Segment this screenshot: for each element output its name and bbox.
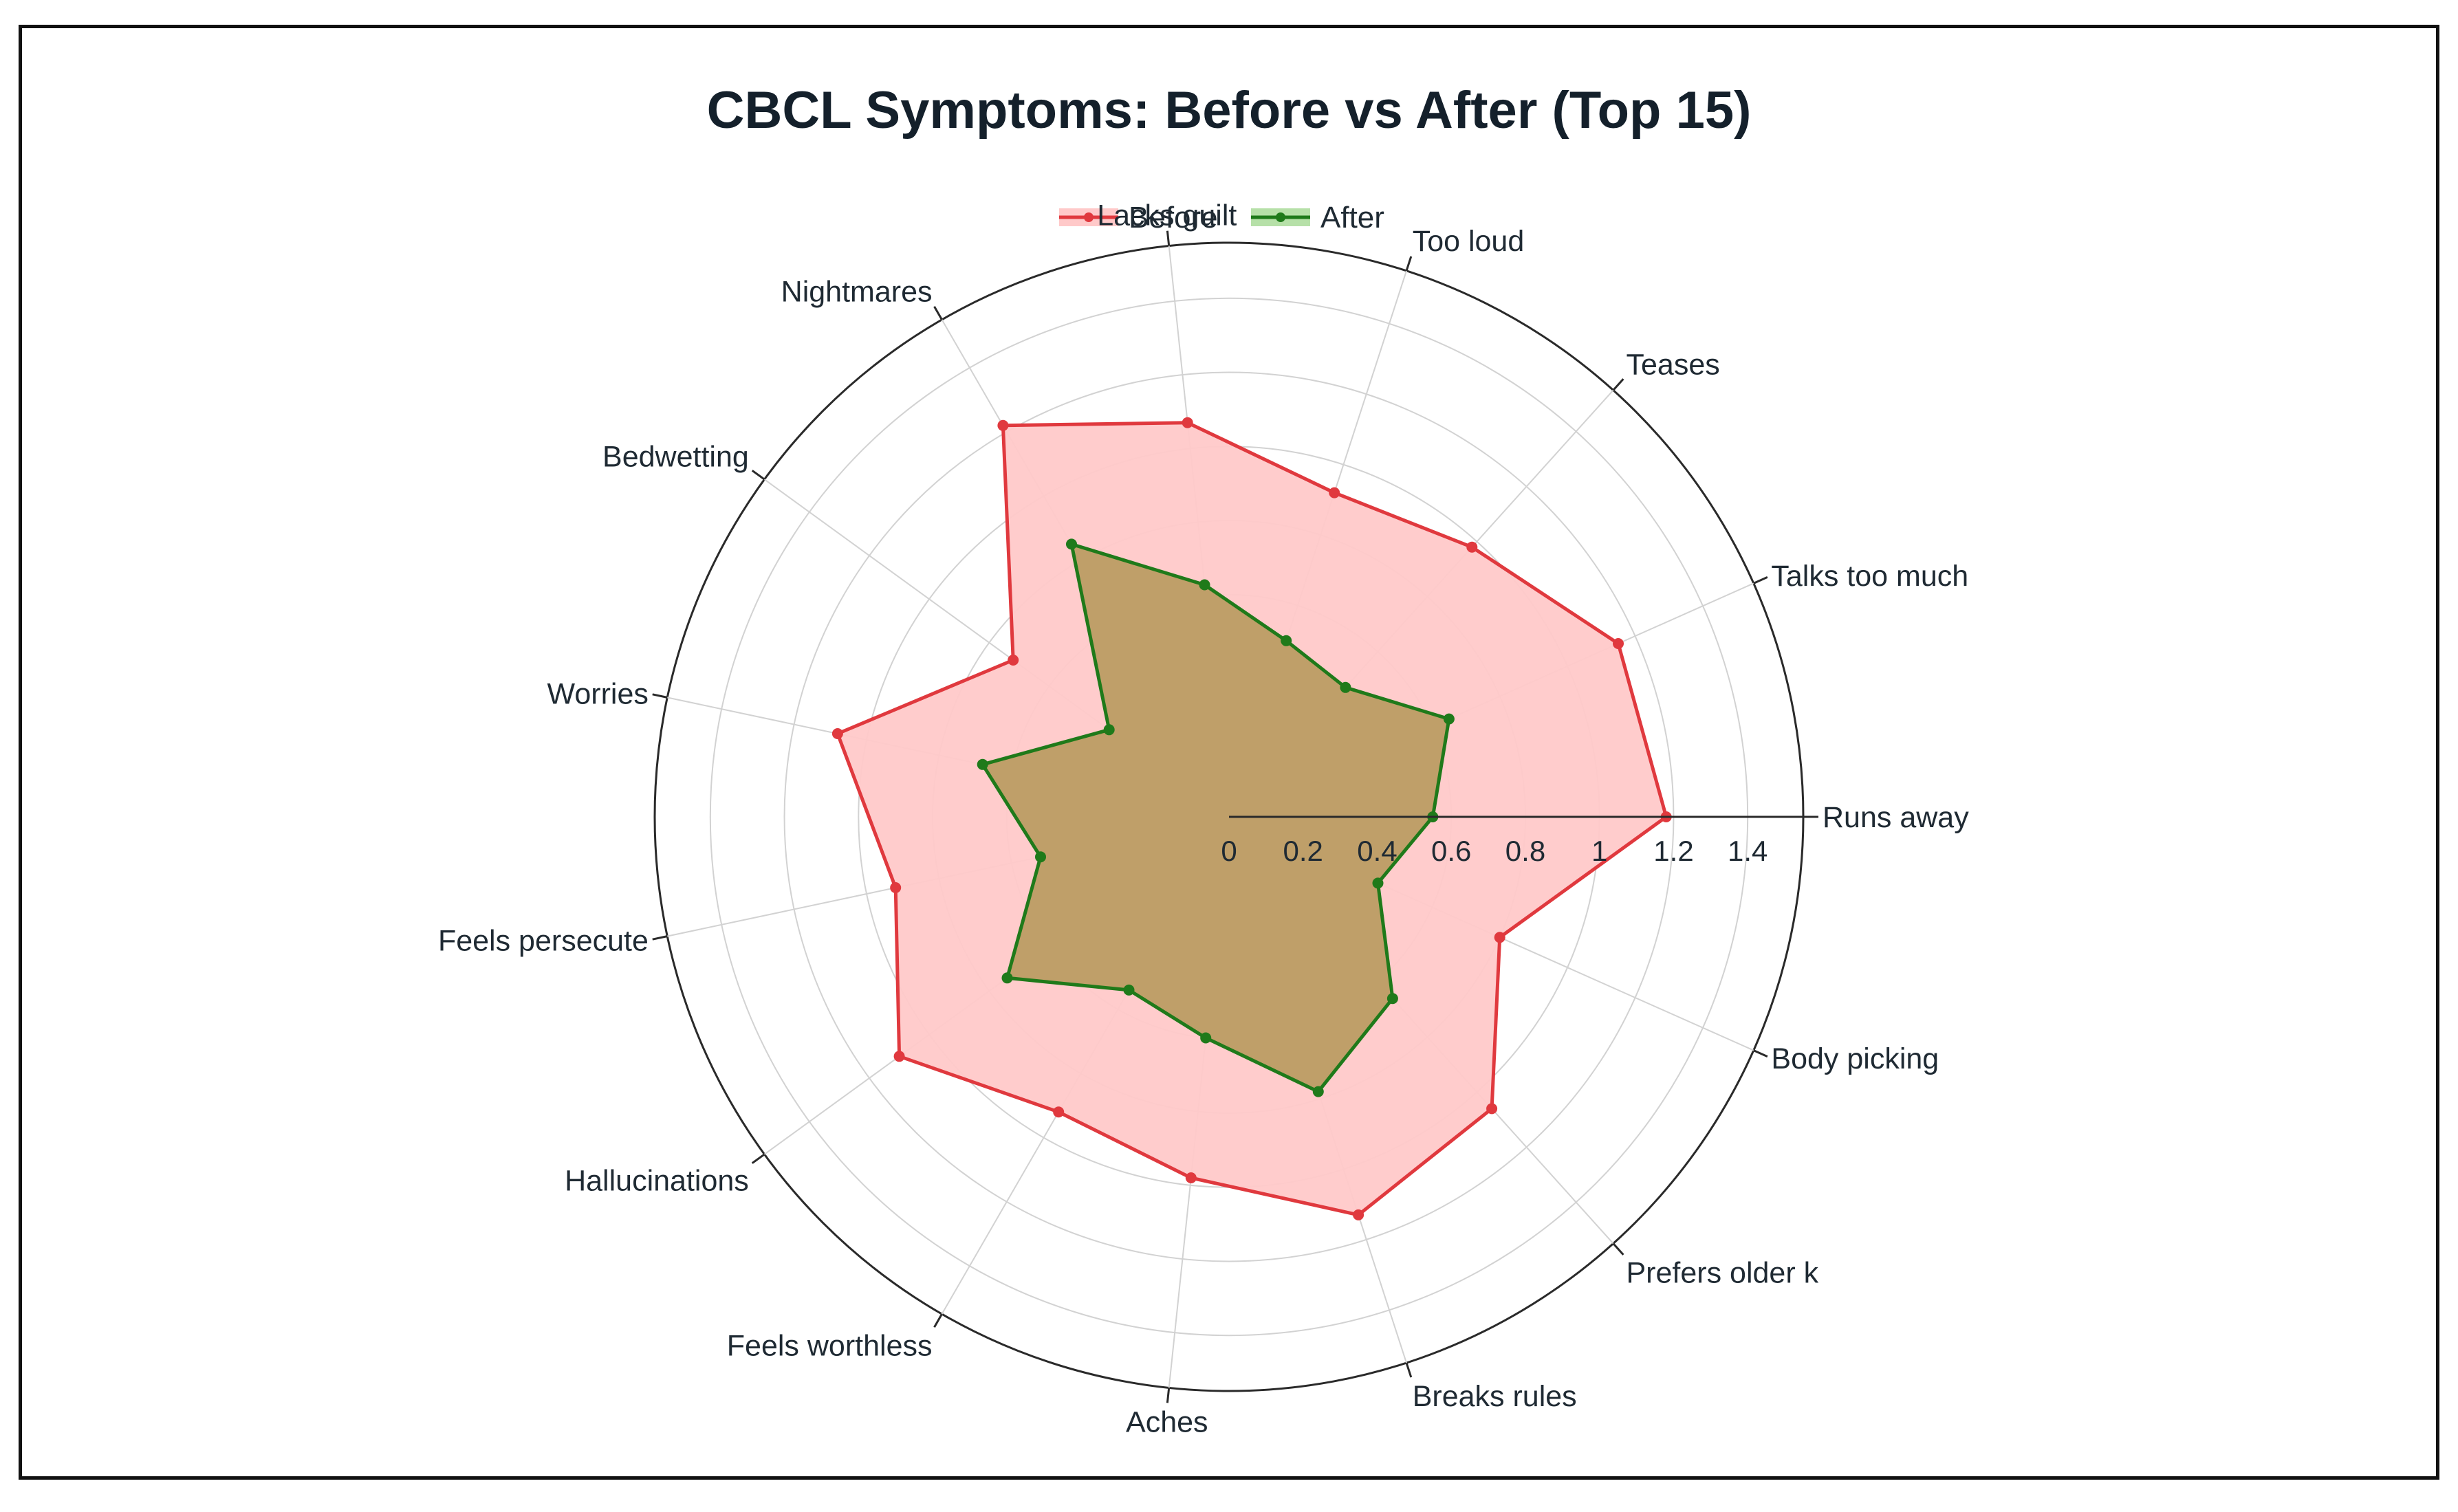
angular-tick-11: [1166, 1388, 1171, 1403]
category-label-9: Hallucinations: [565, 1164, 749, 1197]
angular-tick-2: [1612, 378, 1624, 391]
point-before-9[interactable]: [893, 1051, 905, 1062]
point-before-2[interactable]: [1466, 541, 1478, 553]
chart-frame: CBCL Symptoms: Before vs After (Top 15) …: [19, 25, 2439, 1480]
legend-after[interactable]: After: [1251, 201, 1384, 234]
category-label-1: Talks too much: [1771, 560, 1968, 593]
point-after-4[interactable]: [1199, 579, 1210, 591]
point-after-3[interactable]: [1281, 635, 1292, 646]
point-after-2[interactable]: [1340, 681, 1351, 693]
r-tick-label-7: 1.4: [1728, 835, 1768, 867]
point-after-13[interactable]: [1386, 993, 1398, 1005]
point-before-10[interactable]: [1053, 1106, 1065, 1118]
legend[interactable]: Before After: [1059, 201, 1384, 234]
category-label-10: Feels worthless: [727, 1329, 933, 1362]
point-before-4[interactable]: [1182, 417, 1193, 428]
angular-tick-6: [751, 470, 765, 481]
point-after-1[interactable]: [1443, 713, 1455, 725]
point-before-8[interactable]: [890, 882, 902, 893]
angular-tick-8: [652, 935, 668, 941]
point-before-14[interactable]: [1494, 932, 1505, 943]
r-tick-label-0: 0: [1221, 835, 1237, 867]
point-before-1[interactable]: [1613, 638, 1624, 649]
radial-axis: 0 0.2 0.4 0.6 0.8 1 1.2 1.4: [1221, 815, 1803, 867]
category-label-7: Worries: [547, 678, 649, 711]
angular-tick-14: [1753, 1049, 1768, 1058]
point-after-5[interactable]: [1066, 538, 1077, 550]
point-before-3[interactable]: [1329, 487, 1340, 498]
angular-tick-13: [1612, 1242, 1624, 1256]
point-before-6[interactable]: [1008, 655, 1019, 666]
point-after-8[interactable]: [1035, 851, 1046, 863]
point-before-12[interactable]: [1353, 1209, 1364, 1220]
point-after-11[interactable]: [1200, 1032, 1212, 1044]
point-after-12[interactable]: [1312, 1086, 1324, 1097]
legend-before-label: Before: [1129, 201, 1218, 234]
angular-labels: Runs away Talks too much Teases Too loud Lac…: [438, 199, 1969, 1439]
point-after-6[interactable]: [1103, 724, 1115, 736]
category-label-11: Aches: [1126, 1405, 1208, 1438]
angular-tick-4: [1166, 230, 1171, 246]
angular-tick-7: [652, 693, 668, 699]
r-tick-label-2: 0.4: [1357, 835, 1397, 867]
category-label-0: Runs away: [1823, 801, 1969, 834]
legend-before-marker: [1084, 212, 1094, 222]
point-before-13[interactable]: [1486, 1103, 1498, 1115]
category-label-4: Lacks guilt: [1097, 199, 1237, 232]
point-after-9[interactable]: [1001, 972, 1013, 984]
angular-tick-12: [1405, 1362, 1413, 1378]
radar-chart: CBCL Symptoms: Before vs After (Top 15) …: [438, 81, 1969, 1439]
point-before-5[interactable]: [997, 419, 1009, 431]
category-label-5: Nightmares: [781, 276, 933, 309]
series-after-line[interactable]: [981, 542, 1451, 1094]
angular-tick-10: [933, 1313, 943, 1328]
point-before-11[interactable]: [1185, 1172, 1197, 1183]
legend-after-label: After: [1320, 201, 1384, 234]
legend-before[interactable]: Before: [1059, 201, 1218, 234]
r-tick-label-5: 1: [1591, 835, 1607, 867]
point-after-7[interactable]: [977, 758, 988, 770]
r-tick-label-1: 0.2: [1283, 835, 1323, 867]
category-label-8: Feels persecute: [438, 924, 649, 957]
category-label-12: Breaks rules: [1413, 1380, 1577, 1413]
category-label-14: Body picking: [1771, 1042, 1939, 1075]
series-before-line[interactable]: [836, 421, 1668, 1217]
series-after-area: [982, 544, 1449, 1092]
category-label-6: Bedwetting: [602, 441, 749, 474]
r-tick-label-3: 0.6: [1431, 835, 1471, 867]
point-before-7[interactable]: [831, 728, 843, 739]
angular-tick-9: [751, 1153, 765, 1164]
category-label-2: Teases: [1627, 349, 1720, 382]
chart-title: CBCL Symptoms: Before vs After (Top 15): [707, 81, 1752, 140]
angular-tick-5: [933, 306, 943, 320]
category-label-3: Too loud: [1413, 225, 1525, 258]
point-after-14[interactable]: [1372, 877, 1384, 889]
angular-tick-1: [1753, 576, 1768, 584]
series-layer: [831, 417, 1672, 1220]
angular-tick-3: [1405, 256, 1413, 272]
r-tick-label-4: 0.8: [1505, 835, 1545, 867]
r-tick-label-6: 1.2: [1653, 835, 1693, 867]
category-label-13: Prefers older k: [1627, 1256, 1819, 1289]
point-after-10[interactable]: [1123, 984, 1135, 996]
legend-after-marker: [1276, 212, 1285, 222]
